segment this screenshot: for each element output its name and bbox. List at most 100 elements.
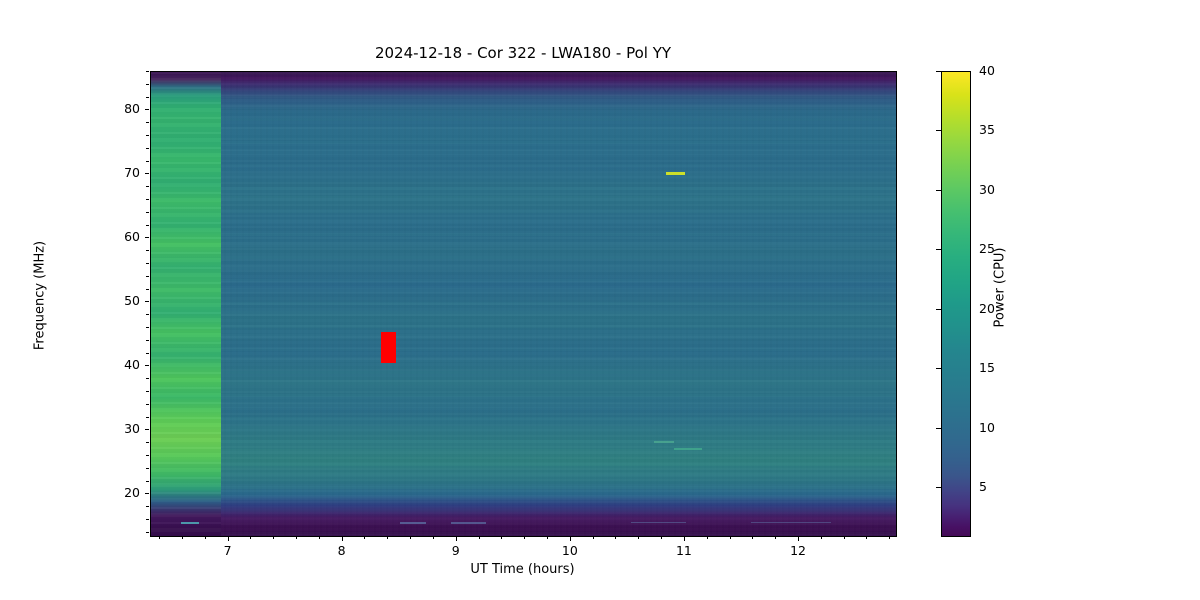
x-tick-minor <box>592 536 594 539</box>
y-tick-minor <box>146 288 149 290</box>
y-tick-major <box>144 301 149 303</box>
colorbar[interactable]: 5 10 15 20 25 30 35 40 <box>936 63 995 537</box>
x-tick-label: 7 <box>223 543 232 558</box>
y-tick-minor <box>146 339 149 341</box>
y-tick-minor <box>146 391 149 392</box>
y-tick-minor <box>146 96 149 98</box>
x-tick-minor <box>364 536 366 539</box>
chart-title: 2024-12-18 - Cor 322 - LWA180 - Pol YY <box>374 44 672 62</box>
x-tick-minor <box>296 536 298 539</box>
y-tick-label: 30 <box>124 421 140 437</box>
y-tick-label: 50 <box>124 293 140 309</box>
y-tick-major <box>144 365 149 367</box>
y-tick-minor <box>146 186 149 188</box>
x-tick-minor <box>547 536 549 539</box>
high-power-early-block-banding <box>151 72 221 536</box>
x-tick-minor <box>775 536 777 539</box>
x-tick-minor <box>387 536 389 539</box>
rfi-streak-28mhz-a <box>654 441 674 443</box>
colorbar-tick <box>936 308 941 310</box>
y-tick-minor <box>146 135 149 136</box>
flagged-region-marker[interactable] <box>381 332 396 363</box>
spectrogram-axes[interactable] <box>150 71 897 537</box>
x-tick-minor <box>843 536 845 539</box>
high-power-early-block <box>151 72 221 536</box>
x-tick-minor <box>729 536 731 539</box>
colorbar-tick <box>936 189 941 191</box>
spectrogram-frequency-banding-coarse <box>151 72 896 536</box>
rfi-streak-27mhz-b <box>674 448 702 450</box>
y-tick-major <box>144 429 149 431</box>
y-tick-major <box>144 173 149 175</box>
spectrogram-image <box>151 72 896 536</box>
y-tick-minor <box>146 314 149 316</box>
y-tick-major <box>144 493 149 495</box>
y-tick-minor <box>146 122 149 124</box>
x-tick-minor <box>638 536 640 539</box>
x-tick-minor <box>889 536 891 539</box>
y-tick-minor <box>146 519 149 520</box>
y-tick-minor <box>146 327 149 328</box>
y-tick-minor <box>146 263 149 264</box>
y-tick-label: 60 <box>124 229 140 245</box>
colorbar-tick-label: 10 <box>979 419 995 435</box>
y-tick-minor <box>146 224 149 226</box>
y-tick-minor <box>146 211 149 213</box>
x-tick-minor <box>250 536 252 539</box>
y-tick-minor <box>146 403 149 405</box>
y-tick-major <box>144 237 149 239</box>
y-tick-minor <box>146 531 149 533</box>
colorbar-tick <box>936 427 941 429</box>
x-tick-major <box>341 536 343 541</box>
colorbar-tick <box>936 130 941 132</box>
x-tick-minor <box>820 536 822 539</box>
x-tick-minor <box>752 536 754 539</box>
rfi-streak-71mhz <box>666 172 685 175</box>
y-axis-label: Frequency (MHz) <box>32 240 48 351</box>
x-tick-label: 10 <box>561 543 578 558</box>
x-tick-minor <box>432 536 434 539</box>
rfi-streak-16mhz-a <box>181 522 199 524</box>
x-axis-label: UT Time (hours) <box>470 562 575 577</box>
y-tick-minor <box>146 275 149 277</box>
x-tick-minor <box>318 536 320 539</box>
x-tick-label: 11 <box>675 543 692 558</box>
y-tick-minor <box>146 352 149 354</box>
colorbar-tick-label: 5 <box>979 479 987 495</box>
colorbar-tick-label: 40 <box>979 63 995 78</box>
rfi-streak-16mhz-c <box>451 522 486 524</box>
y-tick-minor <box>146 416 149 418</box>
y-tick-minor <box>146 71 149 72</box>
x-tick-minor <box>501 536 503 539</box>
rfi-streak-16mhz-d <box>631 522 686 524</box>
y-tick-minor <box>146 455 149 456</box>
rfi-streak-16mhz-e <box>751 522 831 524</box>
x-tick-minor <box>159 536 161 539</box>
spectrogram-base-gradient <box>151 72 896 536</box>
x-tick-major <box>683 536 685 541</box>
colorbar-tick <box>936 249 941 251</box>
x-tick-minor <box>866 536 868 539</box>
x-tick-minor <box>661 536 663 539</box>
x-tick-minor <box>181 536 183 539</box>
colorbar-tick <box>936 71 941 72</box>
x-tick-minor <box>204 536 206 539</box>
y-tick-minor <box>146 506 149 508</box>
colorbar-gradient <box>941 71 971 537</box>
x-tick-minor <box>615 536 617 539</box>
x-tick-minor <box>410 536 412 539</box>
x-tick-major <box>798 536 800 541</box>
colorbar-tick-label: 35 <box>979 122 995 138</box>
y-tick-minor <box>146 250 149 252</box>
y-tick-minor <box>146 199 149 200</box>
y-tick-minor <box>146 467 149 469</box>
x-tick-label: 9 <box>451 543 460 558</box>
y-tick-label: 70 <box>124 165 140 181</box>
y-tick-label: 80 <box>124 101 140 117</box>
colorbar-tick-label: 30 <box>979 181 995 197</box>
x-tick-minor <box>478 536 480 539</box>
colorbar-axis-label: Power (CPU) <box>992 247 1008 328</box>
y-tick-minor <box>146 378 149 380</box>
x-tick-label: 12 <box>790 543 806 558</box>
